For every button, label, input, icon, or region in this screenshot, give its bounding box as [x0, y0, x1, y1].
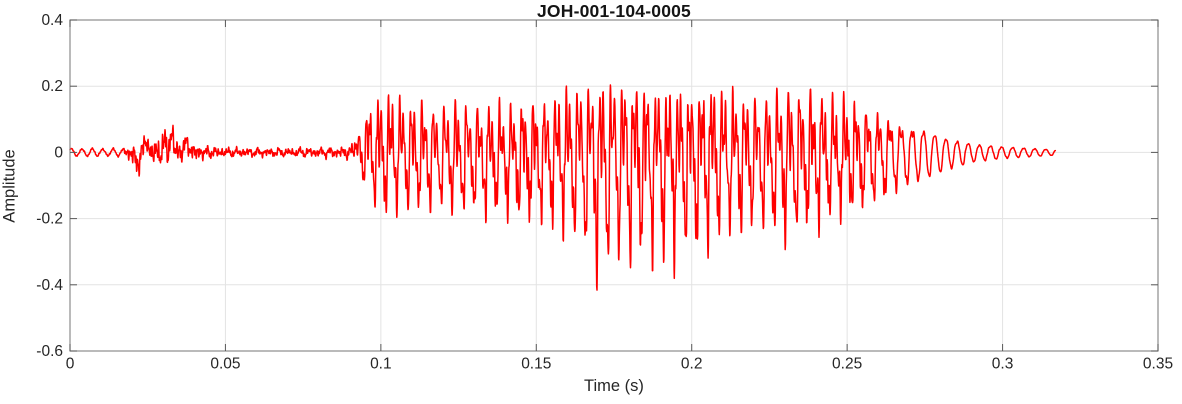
plot-frame — [69, 19, 1159, 352]
x-tick-label: 0.2 — [681, 355, 703, 372]
y-tick-label: 0 — [54, 144, 63, 161]
x-tick-label: 0.05 — [210, 355, 240, 372]
waveform-line — [69, 84, 1057, 291]
x-tick-label: 0.3 — [992, 355, 1014, 372]
x-tick-label: 0.1 — [370, 355, 392, 372]
x-tick-label: 0.35 — [1143, 355, 1173, 372]
chart-title: JOH-001-104-0005 — [537, 1, 691, 21]
y-tick-label: -0.2 — [36, 211, 63, 228]
x-tick-label: 0.15 — [521, 355, 551, 372]
x-axis-title: Time (s) — [584, 377, 644, 395]
y-tick-label: 0.2 — [41, 78, 63, 95]
y-tick-label: -0.4 — [36, 277, 63, 294]
y-tick-label: 0.4 — [41, 12, 63, 29]
x-tick-label: 0.25 — [832, 355, 862, 372]
x-tick-label: 0 — [66, 355, 75, 372]
y-tick-label: -0.6 — [36, 343, 63, 360]
